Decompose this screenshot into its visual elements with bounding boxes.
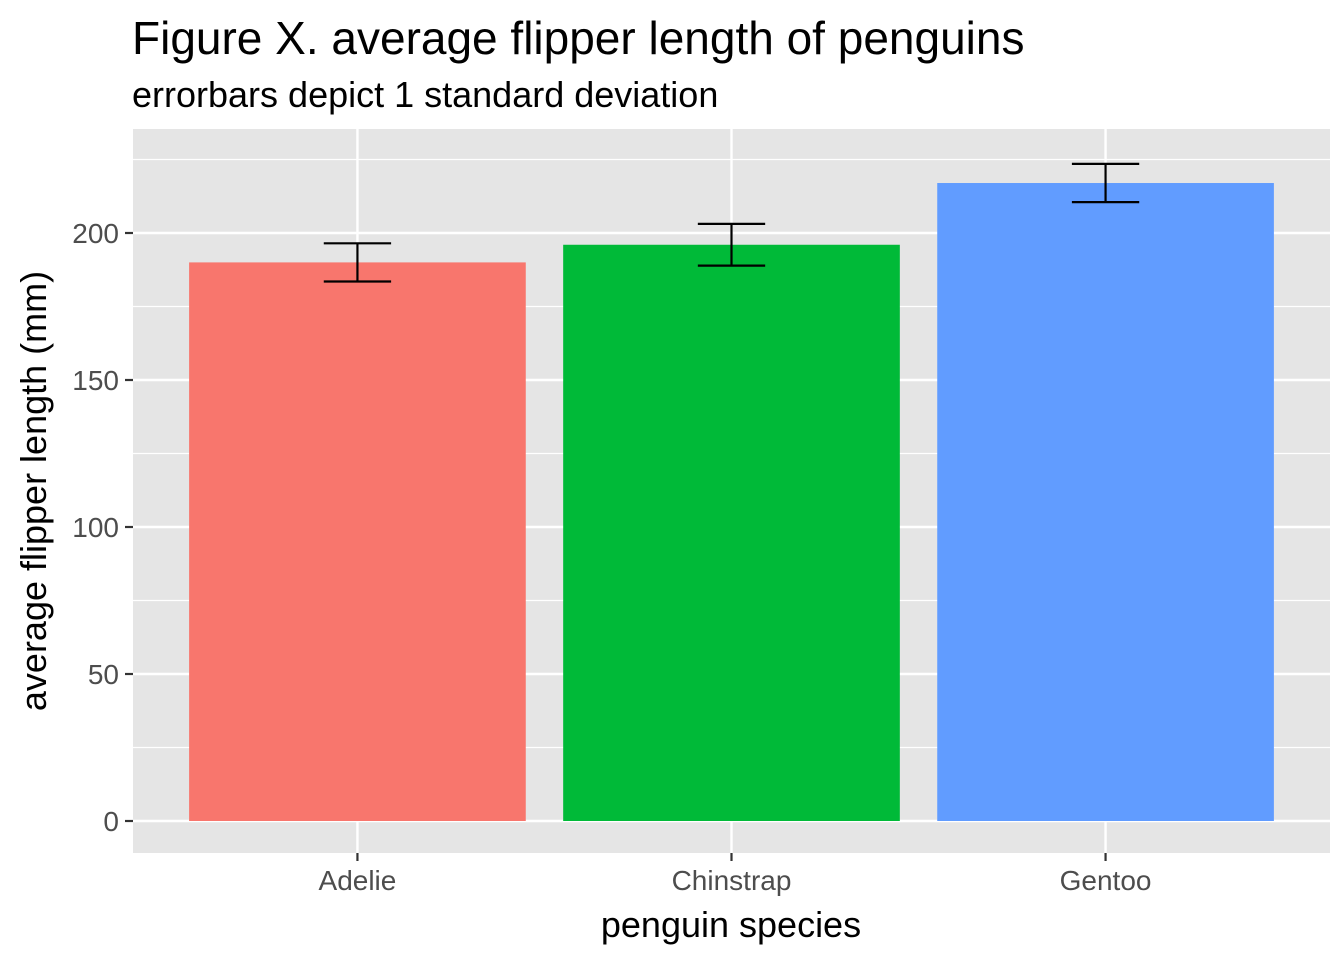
y-axis-ticks: 0 50 100 150 200 bbox=[72, 218, 133, 837]
x-axis-title: penguin species bbox=[601, 904, 861, 945]
bar-chinstrap bbox=[563, 244, 900, 821]
y-tick-label: 150 bbox=[72, 365, 119, 396]
x-axis-ticks: Adelie Chinstrap Gentoo bbox=[319, 853, 1152, 896]
x-tick-label-chinstrap: Chinstrap bbox=[672, 865, 792, 896]
y-axis-title: average flipper length (mm) bbox=[13, 271, 54, 711]
bar-gentoo bbox=[937, 183, 1274, 821]
error-bars bbox=[323, 162, 1140, 283]
y-tick-label: 0 bbox=[103, 806, 119, 837]
y-tick-label: 50 bbox=[88, 659, 119, 690]
y-tick-label: 200 bbox=[72, 218, 119, 249]
bar-adelie bbox=[189, 262, 526, 821]
x-tick-label-gentoo: Gentoo bbox=[1060, 865, 1152, 896]
bars bbox=[189, 183, 1274, 821]
errorbar-chinstrap bbox=[697, 222, 766, 267]
x-tick-label-adelie: Adelie bbox=[319, 865, 397, 896]
errorbar-adelie bbox=[323, 242, 392, 283]
errorbar-gentoo bbox=[1071, 162, 1140, 204]
chart-title: Figure X. average flipper length of peng… bbox=[132, 12, 1024, 64]
y-tick-label: 100 bbox=[72, 512, 119, 543]
chart-subtitle: errorbars depict 1 standard deviation bbox=[132, 74, 718, 115]
